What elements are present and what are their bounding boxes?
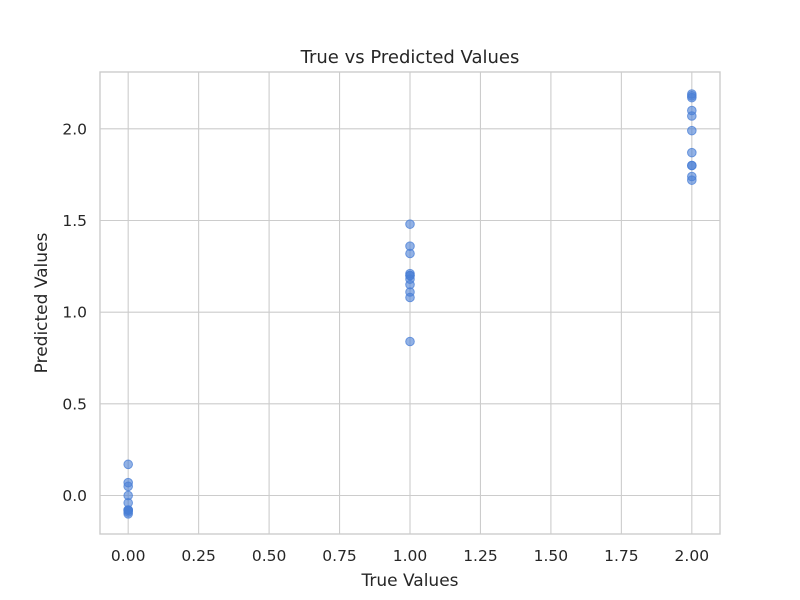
x-tick-label: 2.00 xyxy=(675,547,710,565)
y-tick-labels: 0.0 0.5 1.0 1.5 2.0 xyxy=(62,120,87,505)
x-tick-label: 1.50 xyxy=(534,547,569,565)
data-point xyxy=(123,481,133,492)
y-tick-label: 1.5 xyxy=(62,212,87,230)
data-point xyxy=(123,509,133,519)
data-point xyxy=(687,147,697,158)
plot-frame xyxy=(99,71,721,535)
y-tick-label: 2.0 xyxy=(62,120,87,138)
y-axis-label: Predicted Values xyxy=(32,232,52,373)
data-point xyxy=(405,219,415,229)
x-tick-label: 1.75 xyxy=(604,547,639,565)
y-tick-label: 0.5 xyxy=(62,395,87,413)
data-point xyxy=(123,459,133,470)
x-tick-label: 0.50 xyxy=(252,547,287,565)
y-tick-label: 1.0 xyxy=(62,304,87,322)
data-point xyxy=(687,125,697,136)
x-tick-labels: 0.00 0.25 0.50 0.75 1.00 1.25 1.50 1.75 2.00 xyxy=(111,547,709,565)
data-point xyxy=(687,92,697,103)
x-tick-label: 0.00 xyxy=(111,547,146,565)
data-point xyxy=(687,175,697,185)
x-axis-label: True Values xyxy=(360,571,458,591)
x-tick-label: 1.25 xyxy=(463,547,498,565)
x-tick-label: 1.00 xyxy=(393,547,428,565)
x-tick-label: 0.25 xyxy=(181,547,216,565)
data-point xyxy=(405,292,415,303)
data-point xyxy=(405,336,415,347)
data-point xyxy=(687,111,697,121)
data-point xyxy=(405,248,415,259)
x-tick-label: 0.75 xyxy=(322,547,357,565)
y-tick-label: 0.0 xyxy=(62,487,87,505)
data-points xyxy=(123,89,697,519)
data-point xyxy=(405,270,415,281)
grid xyxy=(100,72,720,534)
data-point xyxy=(687,160,697,171)
chart-title: True vs Predicted Values xyxy=(300,47,520,68)
